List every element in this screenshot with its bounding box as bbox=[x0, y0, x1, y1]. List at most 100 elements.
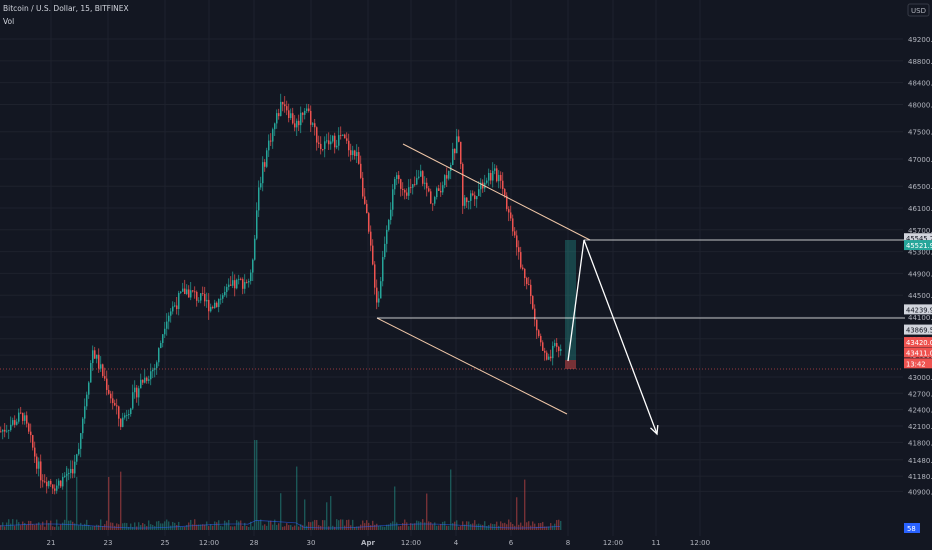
drawings[interactable] bbox=[0, 143, 905, 436]
candle-body bbox=[248, 281, 250, 283]
volume-bar bbox=[406, 522, 408, 530]
volume-bar bbox=[444, 521, 446, 530]
candle-body bbox=[292, 113, 294, 124]
candle-body bbox=[240, 278, 242, 280]
price-tick-label: 41180.0 bbox=[908, 473, 932, 481]
candle-body bbox=[276, 113, 278, 124]
volume-bar bbox=[314, 519, 316, 530]
volume-bar bbox=[508, 519, 510, 530]
candle-body bbox=[60, 480, 62, 487]
candle-body bbox=[468, 200, 470, 203]
time-tick-label: 11 bbox=[652, 539, 661, 547]
volume-bar bbox=[336, 519, 338, 530]
volume-bar bbox=[210, 524, 212, 530]
volume-bar bbox=[448, 525, 450, 530]
volume-bar bbox=[66, 467, 68, 530]
channel-upper-line[interactable] bbox=[402, 143, 591, 241]
currency-badge[interactable]: USD bbox=[907, 3, 930, 17]
candle-body bbox=[96, 354, 98, 359]
candle-body bbox=[242, 279, 244, 289]
candle-body bbox=[148, 379, 150, 381]
price-tick-label: 44500.0 bbox=[908, 292, 932, 300]
volume-bar bbox=[70, 520, 72, 530]
candle-body bbox=[52, 484, 54, 489]
long-position-loss-zone[interactable] bbox=[565, 360, 576, 369]
long-position-profit-zone[interactable] bbox=[565, 240, 576, 360]
candle-body bbox=[310, 110, 312, 125]
candle-body bbox=[152, 369, 154, 372]
candle-body bbox=[264, 162, 266, 167]
volume-bar bbox=[558, 519, 560, 530]
candle-body bbox=[492, 170, 494, 181]
candle-body bbox=[300, 112, 302, 126]
candle-body bbox=[172, 306, 174, 312]
volume-bar bbox=[302, 525, 304, 530]
volume-bar bbox=[322, 520, 324, 530]
volume-bar bbox=[10, 523, 12, 530]
volume-bar bbox=[262, 525, 264, 530]
volume-bar bbox=[342, 519, 344, 530]
volume-bar bbox=[348, 519, 350, 530]
candle-body bbox=[84, 406, 86, 419]
volume-bar bbox=[518, 524, 520, 530]
time-tick-label: 4 bbox=[454, 539, 459, 547]
volume-bar bbox=[236, 520, 238, 530]
candle-body bbox=[448, 170, 450, 179]
volume-bar bbox=[164, 521, 166, 530]
channel-lower-line[interactable] bbox=[376, 317, 568, 415]
currency-label: USD bbox=[911, 7, 926, 15]
volume-bar bbox=[476, 524, 478, 530]
candle-body bbox=[58, 480, 60, 486]
candle-body bbox=[362, 177, 364, 197]
volume-bar bbox=[162, 523, 164, 530]
volume-bar bbox=[126, 523, 128, 530]
volume-bar bbox=[74, 523, 76, 530]
candle-body bbox=[128, 414, 130, 416]
volume-bar bbox=[390, 522, 392, 530]
candle-body bbox=[126, 415, 128, 416]
volume-bar bbox=[298, 526, 300, 530]
projection-arrow-path[interactable] bbox=[567, 239, 658, 435]
volume-bar bbox=[450, 469, 452, 530]
volume-bar bbox=[502, 523, 504, 530]
volume-bar bbox=[268, 521, 270, 530]
candles[interactable] bbox=[0, 93, 562, 495]
volume-bar bbox=[340, 519, 342, 530]
volume-bar bbox=[358, 526, 360, 530]
candle-body bbox=[226, 286, 228, 292]
volume-bar bbox=[412, 523, 414, 530]
volume-bar bbox=[140, 525, 142, 530]
candle-body bbox=[488, 172, 490, 181]
candle-body bbox=[370, 231, 372, 246]
candle-body bbox=[16, 421, 18, 425]
symbol-title: Bitcoin / U.S. Dollar, 15, BITFINEX bbox=[3, 4, 129, 13]
candle-body bbox=[374, 264, 376, 288]
volume-bar bbox=[18, 522, 20, 530]
candle-body bbox=[180, 291, 182, 293]
candle-body bbox=[396, 175, 398, 180]
price-label-text: 44239.9 bbox=[906, 306, 932, 314]
price-tick-label: 42700.0 bbox=[908, 390, 932, 398]
time-axis[interactable]: 21 23 25 12:00 28 30 Apr 12:00 4 6 8 12:00 11 12:00 bbox=[47, 539, 711, 547]
candle-body bbox=[458, 136, 460, 142]
price-label-tag bbox=[904, 347, 932, 358]
volume-bar bbox=[440, 524, 442, 530]
volume-bar bbox=[212, 525, 214, 530]
volume-label-text: 58 bbox=[907, 525, 916, 533]
candle-body bbox=[28, 423, 30, 432]
candle-body bbox=[550, 356, 552, 359]
candle-body bbox=[398, 175, 400, 180]
volume-bar bbox=[46, 520, 48, 530]
price-tick-label: 48000.0 bbox=[908, 101, 932, 109]
candle-body bbox=[106, 378, 108, 390]
candle-body bbox=[12, 420, 14, 425]
candle-body bbox=[480, 182, 482, 190]
candle-body bbox=[416, 177, 418, 185]
candle-body bbox=[440, 190, 442, 193]
candle-body bbox=[184, 288, 186, 295]
volume-bar bbox=[402, 523, 404, 530]
volume-bar bbox=[532, 521, 534, 530]
volume-bar bbox=[54, 526, 56, 530]
volume-bar bbox=[310, 522, 312, 530]
